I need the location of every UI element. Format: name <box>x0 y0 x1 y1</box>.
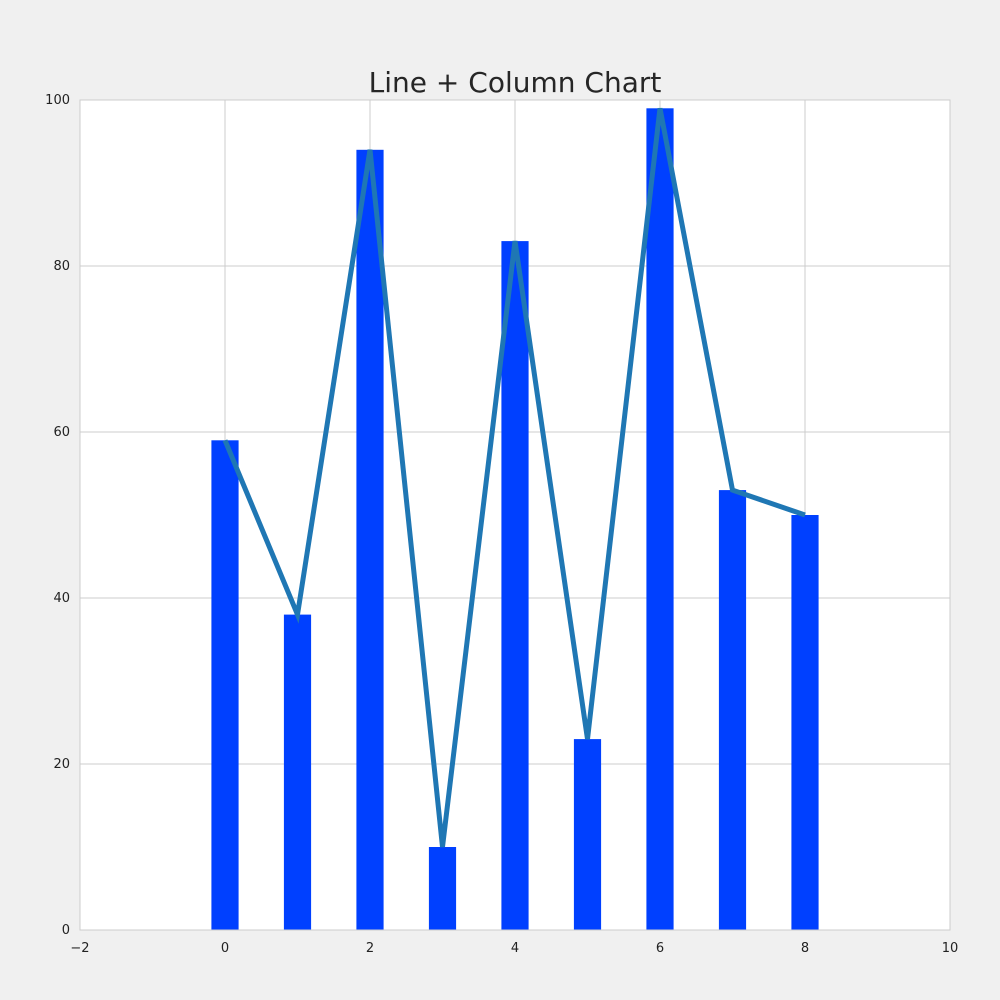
bar <box>356 149 384 931</box>
x-tick-label: 2 <box>366 941 374 956</box>
line-series <box>222 107 806 848</box>
plot-frame <box>79 99 951 931</box>
y-tick-label: 60 <box>53 425 70 440</box>
chart-title: Line + Column Chart <box>369 66 662 99</box>
bar <box>211 440 239 930</box>
y-tick-label: 40 <box>53 591 70 606</box>
bar <box>573 739 602 930</box>
bar <box>646 108 674 931</box>
series-line <box>222 107 806 848</box>
x-tick-label: 10 <box>942 941 959 956</box>
y-tick-label: 80 <box>53 259 70 274</box>
bar <box>283 614 312 930</box>
y-tick-label: 20 <box>53 757 70 772</box>
bar <box>718 490 747 930</box>
x-tick-label: 0 <box>221 941 229 956</box>
bar <box>501 241 529 931</box>
x-tick-label: 8 <box>801 941 809 956</box>
y-tick-label: 100 <box>45 93 70 108</box>
bar-series <box>211 108 819 931</box>
x-tick-label: 6 <box>656 941 664 956</box>
y-tick-label: 0 <box>62 923 70 938</box>
bar <box>791 515 819 930</box>
x-tick-label: 4 <box>511 941 519 956</box>
bar <box>428 847 457 930</box>
x-tick-label: −2 <box>70 941 89 956</box>
